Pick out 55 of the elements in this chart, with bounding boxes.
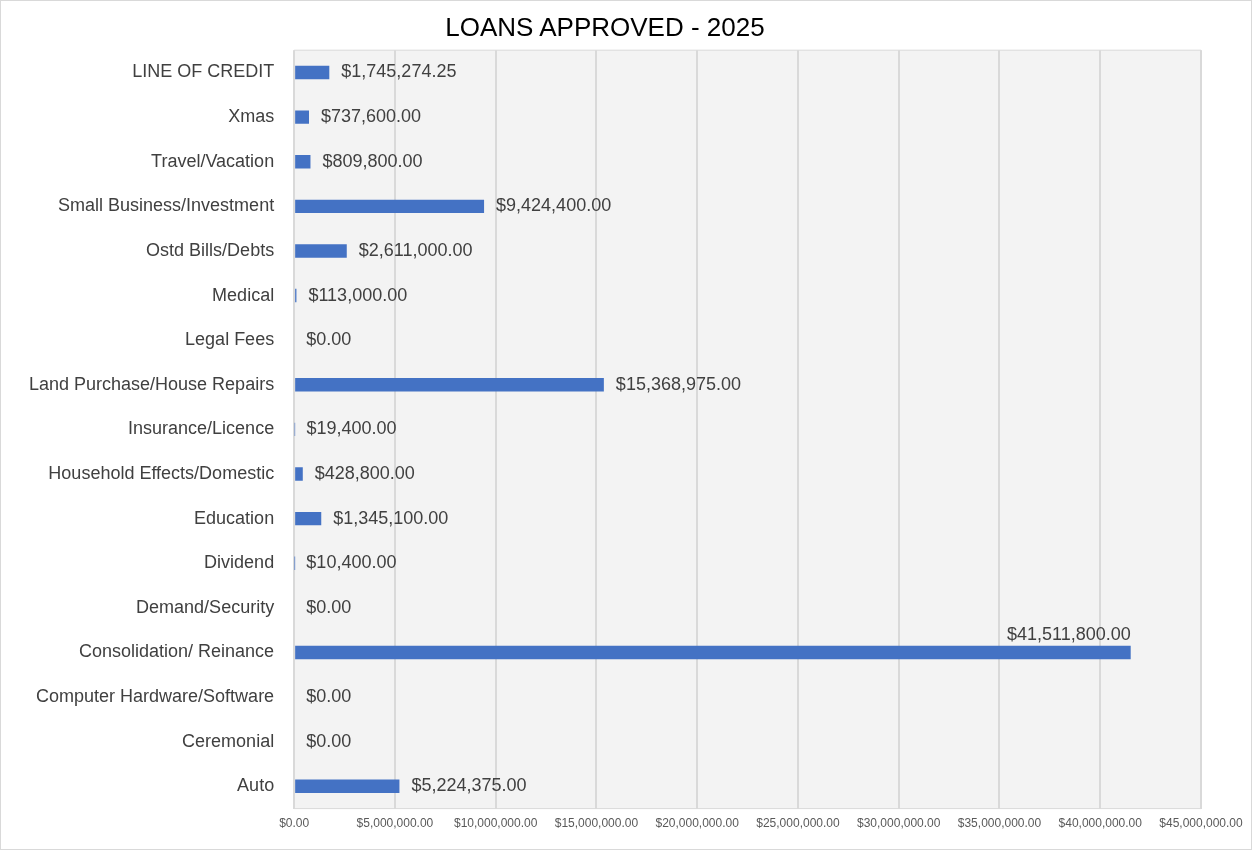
- y-tick-label: Auto: [237, 775, 275, 796]
- y-tick-label: Xmas: [228, 106, 275, 127]
- x-tick-label: $30,000,000.00: [857, 816, 941, 831]
- bar: [295, 110, 310, 124]
- data-label: $0.00: [306, 686, 352, 707]
- x-tick-label: $45,000,000.00: [1159, 816, 1244, 831]
- data-label: $0.00: [306, 329, 352, 350]
- chart-title: LOANS APPROVED - 2025: [445, 11, 765, 42]
- data-label: $41,511,800.00: [1006, 624, 1131, 645]
- y-tick-label: Insurance/Licence: [128, 418, 275, 439]
- bar: [295, 378, 604, 392]
- x-tick-label: $15,000,000.00: [554, 816, 639, 831]
- data-label: $15,368,975.00: [615, 373, 741, 394]
- y-tick-label: Demand/Security: [136, 596, 275, 617]
- data-label: $737,600.00: [321, 106, 422, 127]
- data-label: $1,345,100.00: [333, 507, 449, 528]
- y-tick-label: Ostd Bills/Debts: [146, 239, 275, 260]
- bar: [295, 65, 330, 80]
- x-tick-label: $40,000,000.00: [1058, 816, 1143, 831]
- data-label: $2,611,000.00: [358, 239, 473, 260]
- y-tick-label: Ceremonial: [182, 730, 275, 751]
- bar: [295, 645, 1131, 660]
- data-label: $10,400.00: [306, 552, 397, 573]
- x-tick-label: $20,000,000.00: [655, 816, 740, 831]
- bar: [295, 467, 303, 481]
- data-label: $428,800.00: [314, 462, 415, 483]
- bar: [295, 199, 485, 214]
- data-label: $1,745,274.25: [341, 61, 457, 82]
- y-tick-label: Medical: [212, 284, 275, 305]
- x-tick-label: $25,000,000.00: [756, 816, 840, 831]
- y-tick-label: Travel/Vacation: [151, 150, 275, 171]
- y-tick-label: Small Business/Investment: [58, 195, 275, 216]
- data-label: $5,224,375.00: [411, 775, 527, 796]
- x-tick-label: $5,000,000.00: [356, 816, 434, 831]
- bar: [295, 155, 311, 169]
- bar: [295, 244, 347, 258]
- data-label: $19,400.00: [306, 418, 397, 439]
- y-tick-label: Household Effects/Domestic: [48, 462, 275, 483]
- y-tick-label: Legal Fees: [185, 329, 275, 350]
- data-label: $9,424,400.00: [496, 195, 612, 216]
- data-label: $113,000.00: [308, 284, 408, 305]
- x-tick-label: $35,000,000.00: [957, 816, 1042, 831]
- y-tick-label: LINE OF CREDIT: [132, 61, 275, 82]
- y-tick-label: Land Purchase/House Repairs: [28, 373, 275, 394]
- y-tick-label: Dividend: [204, 552, 275, 573]
- data-label: $0.00: [306, 730, 352, 751]
- x-tick-label: $10,000,000.00: [453, 816, 538, 831]
- data-label: $809,800.00: [322, 150, 423, 171]
- data-label: $0.00: [306, 596, 352, 617]
- bar: [295, 511, 322, 526]
- y-tick-label: Education: [194, 507, 275, 528]
- x-tick-label: $0.00: [279, 816, 310, 831]
- y-tick-label: Consolidation/ Reinance: [79, 641, 275, 662]
- y-tick-label: Computer Hardware/Software: [36, 686, 275, 707]
- bar: [295, 779, 400, 793]
